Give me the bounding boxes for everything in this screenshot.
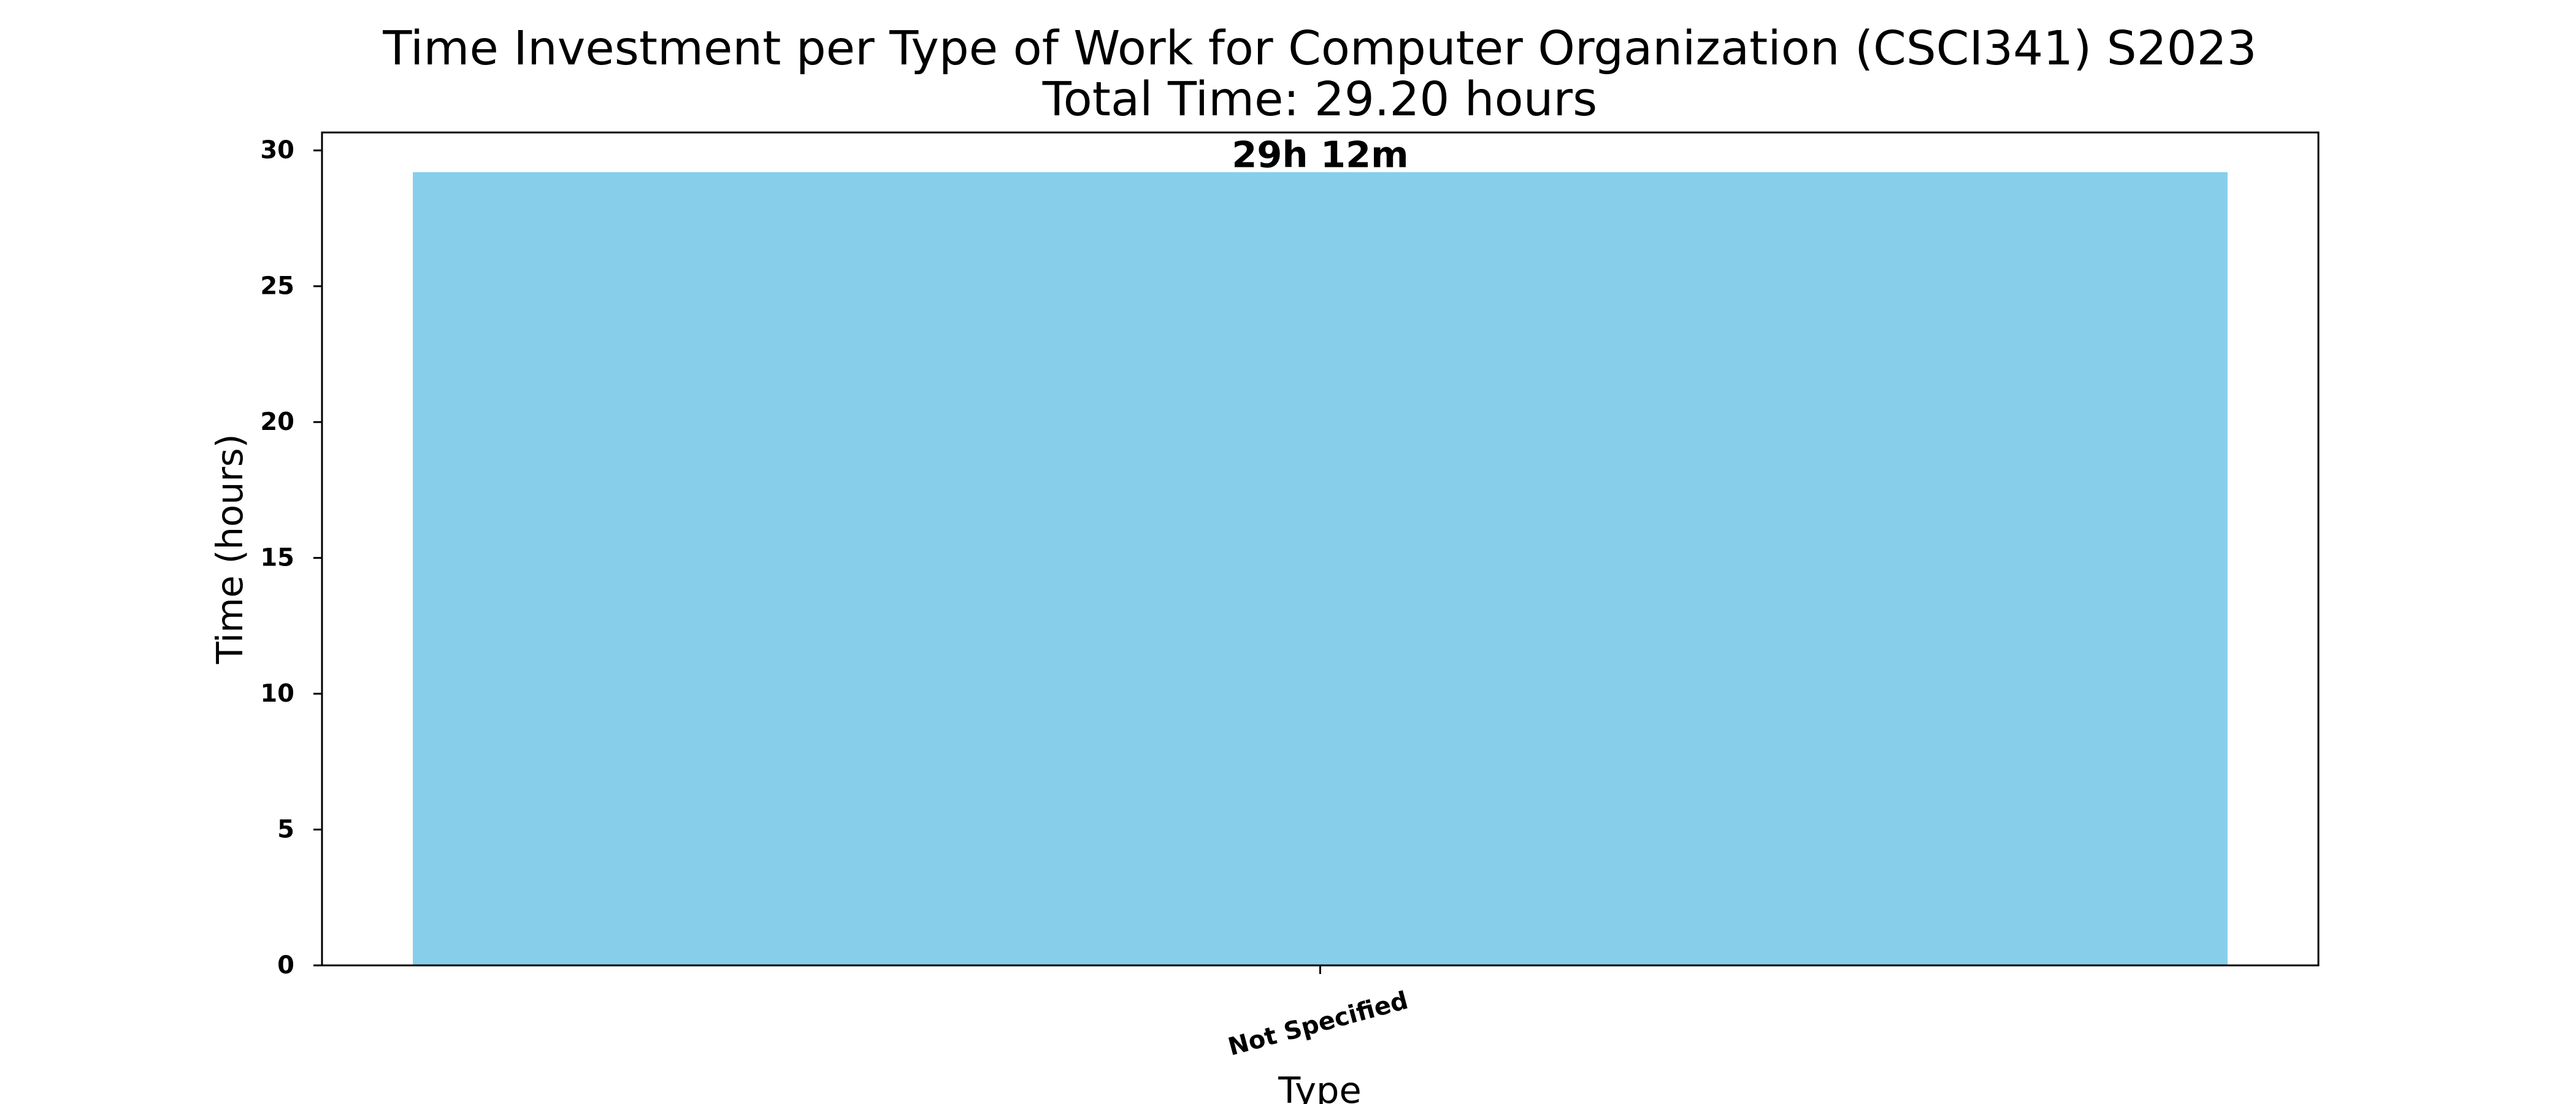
x-tick-label: Not Specified xyxy=(1225,986,1411,1061)
y-axis-ticks: 0 5 10 15 20 25 30 xyxy=(260,136,322,979)
bars-layer xyxy=(413,172,2228,966)
y-axis-label: Time (hours) xyxy=(209,434,251,664)
y-tick-label: 10 xyxy=(260,680,294,708)
y-tick-label: 5 xyxy=(277,816,294,844)
x-axis-ticks: Not Specified xyxy=(1225,965,1411,1062)
x-axis-label: Type xyxy=(1278,1069,1362,1104)
y-tick-label: 0 xyxy=(277,951,294,979)
y-tick-label: 25 xyxy=(260,272,294,301)
y-tick-label: 20 xyxy=(260,408,294,436)
bar xyxy=(413,172,2228,966)
chart-subtitle: Total Time: 29.20 hours xyxy=(1042,72,1598,127)
y-tick-label: 15 xyxy=(260,544,294,572)
data-labels-layer: 29h 12m xyxy=(1232,134,1408,176)
y-tick-label: 30 xyxy=(260,136,294,164)
bar-value-label: 29h 12m xyxy=(1232,134,1408,176)
chart-title: Time Investment per Type of Work for Com… xyxy=(382,21,2256,76)
